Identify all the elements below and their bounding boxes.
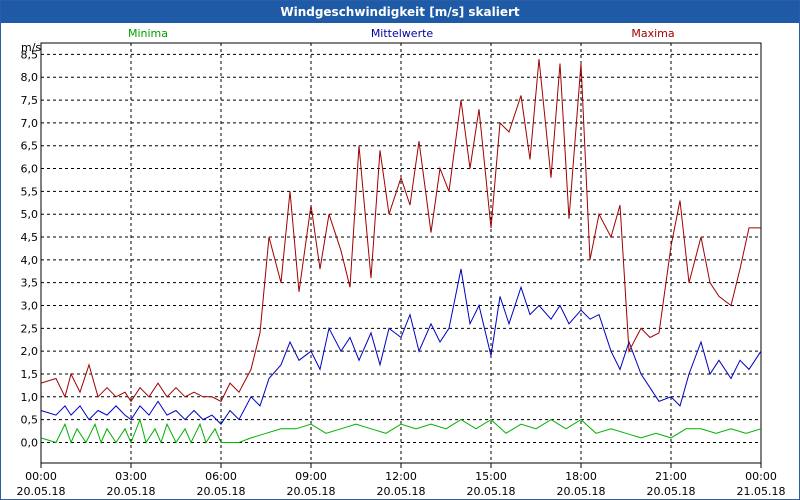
y-tick-label: 2,5 (21, 322, 39, 335)
y-tick-label: 2,0 (21, 345, 39, 358)
y-tick-label: 5,0 (21, 208, 39, 221)
x-tick-date-label: 20.05.18 (197, 485, 246, 498)
y-tick-label: 7,0 (21, 117, 39, 130)
wind-speed-chart: Minima Mittelwerte Maxima m/s 0,00,51,01… (1, 23, 799, 499)
y-tick-label: 5,5 (21, 185, 39, 198)
legend-mittelwerte: Mittelwerte (371, 27, 434, 40)
x-tick-date-label: 20.05.18 (377, 485, 426, 498)
y-tick-label: 6,0 (21, 163, 39, 176)
y-tick-label: 3,0 (21, 300, 39, 313)
y-tick-label: 8,0 (21, 71, 39, 84)
y-tick-label: 0,0 (21, 436, 39, 449)
y-tick-label: 1,0 (21, 391, 39, 404)
x-tick-time-label: 09:00 (295, 470, 327, 483)
x-tick-time-label: 12:00 (385, 470, 417, 483)
y-tick-label: 7,5 (21, 94, 39, 107)
x-tick-date-label: 20.05.18 (467, 485, 516, 498)
x-tick-time-label: 00:00 (25, 470, 57, 483)
x-tick-date-label: 20.05.18 (287, 485, 336, 498)
y-tick-label: 0,5 (21, 414, 39, 427)
legend-minima: Minima (128, 27, 168, 40)
x-tick-time-label: 18:00 (565, 470, 597, 483)
x-tick-date-label: 20.05.18 (557, 485, 606, 498)
y-tick-label: 1,5 (21, 368, 39, 381)
x-tick-date-label: 20.05.18 (107, 485, 156, 498)
y-tick-label: 6,5 (21, 140, 39, 153)
x-tick-time-label: 03:00 (115, 470, 147, 483)
window-title: Windgeschwindigkeit [m/s] skaliert (1, 1, 799, 23)
y-tick-label: 4,0 (21, 254, 39, 267)
legend-maxima: Maxima (631, 27, 674, 40)
x-tick-date-label: 20.05.18 (647, 485, 696, 498)
y-tick-label: 3,5 (21, 277, 39, 290)
x-tick-time-label: 15:00 (475, 470, 507, 483)
y-tick-label: 4,5 (21, 231, 39, 244)
x-tick-time-label: 21:00 (655, 470, 687, 483)
chart-window: Windgeschwindigkeit [m/s] skaliert Minim… (0, 0, 800, 500)
x-tick-time-label: 00:00 (745, 470, 777, 483)
y-tick-label: 8,5 (21, 48, 39, 61)
x-tick-date-label: 21.05.18 (737, 485, 786, 498)
x-tick-time-label: 06:00 (205, 470, 237, 483)
series-mittelwerte-line (41, 269, 761, 424)
x-tick-date-label: 20.05.18 (17, 485, 66, 498)
